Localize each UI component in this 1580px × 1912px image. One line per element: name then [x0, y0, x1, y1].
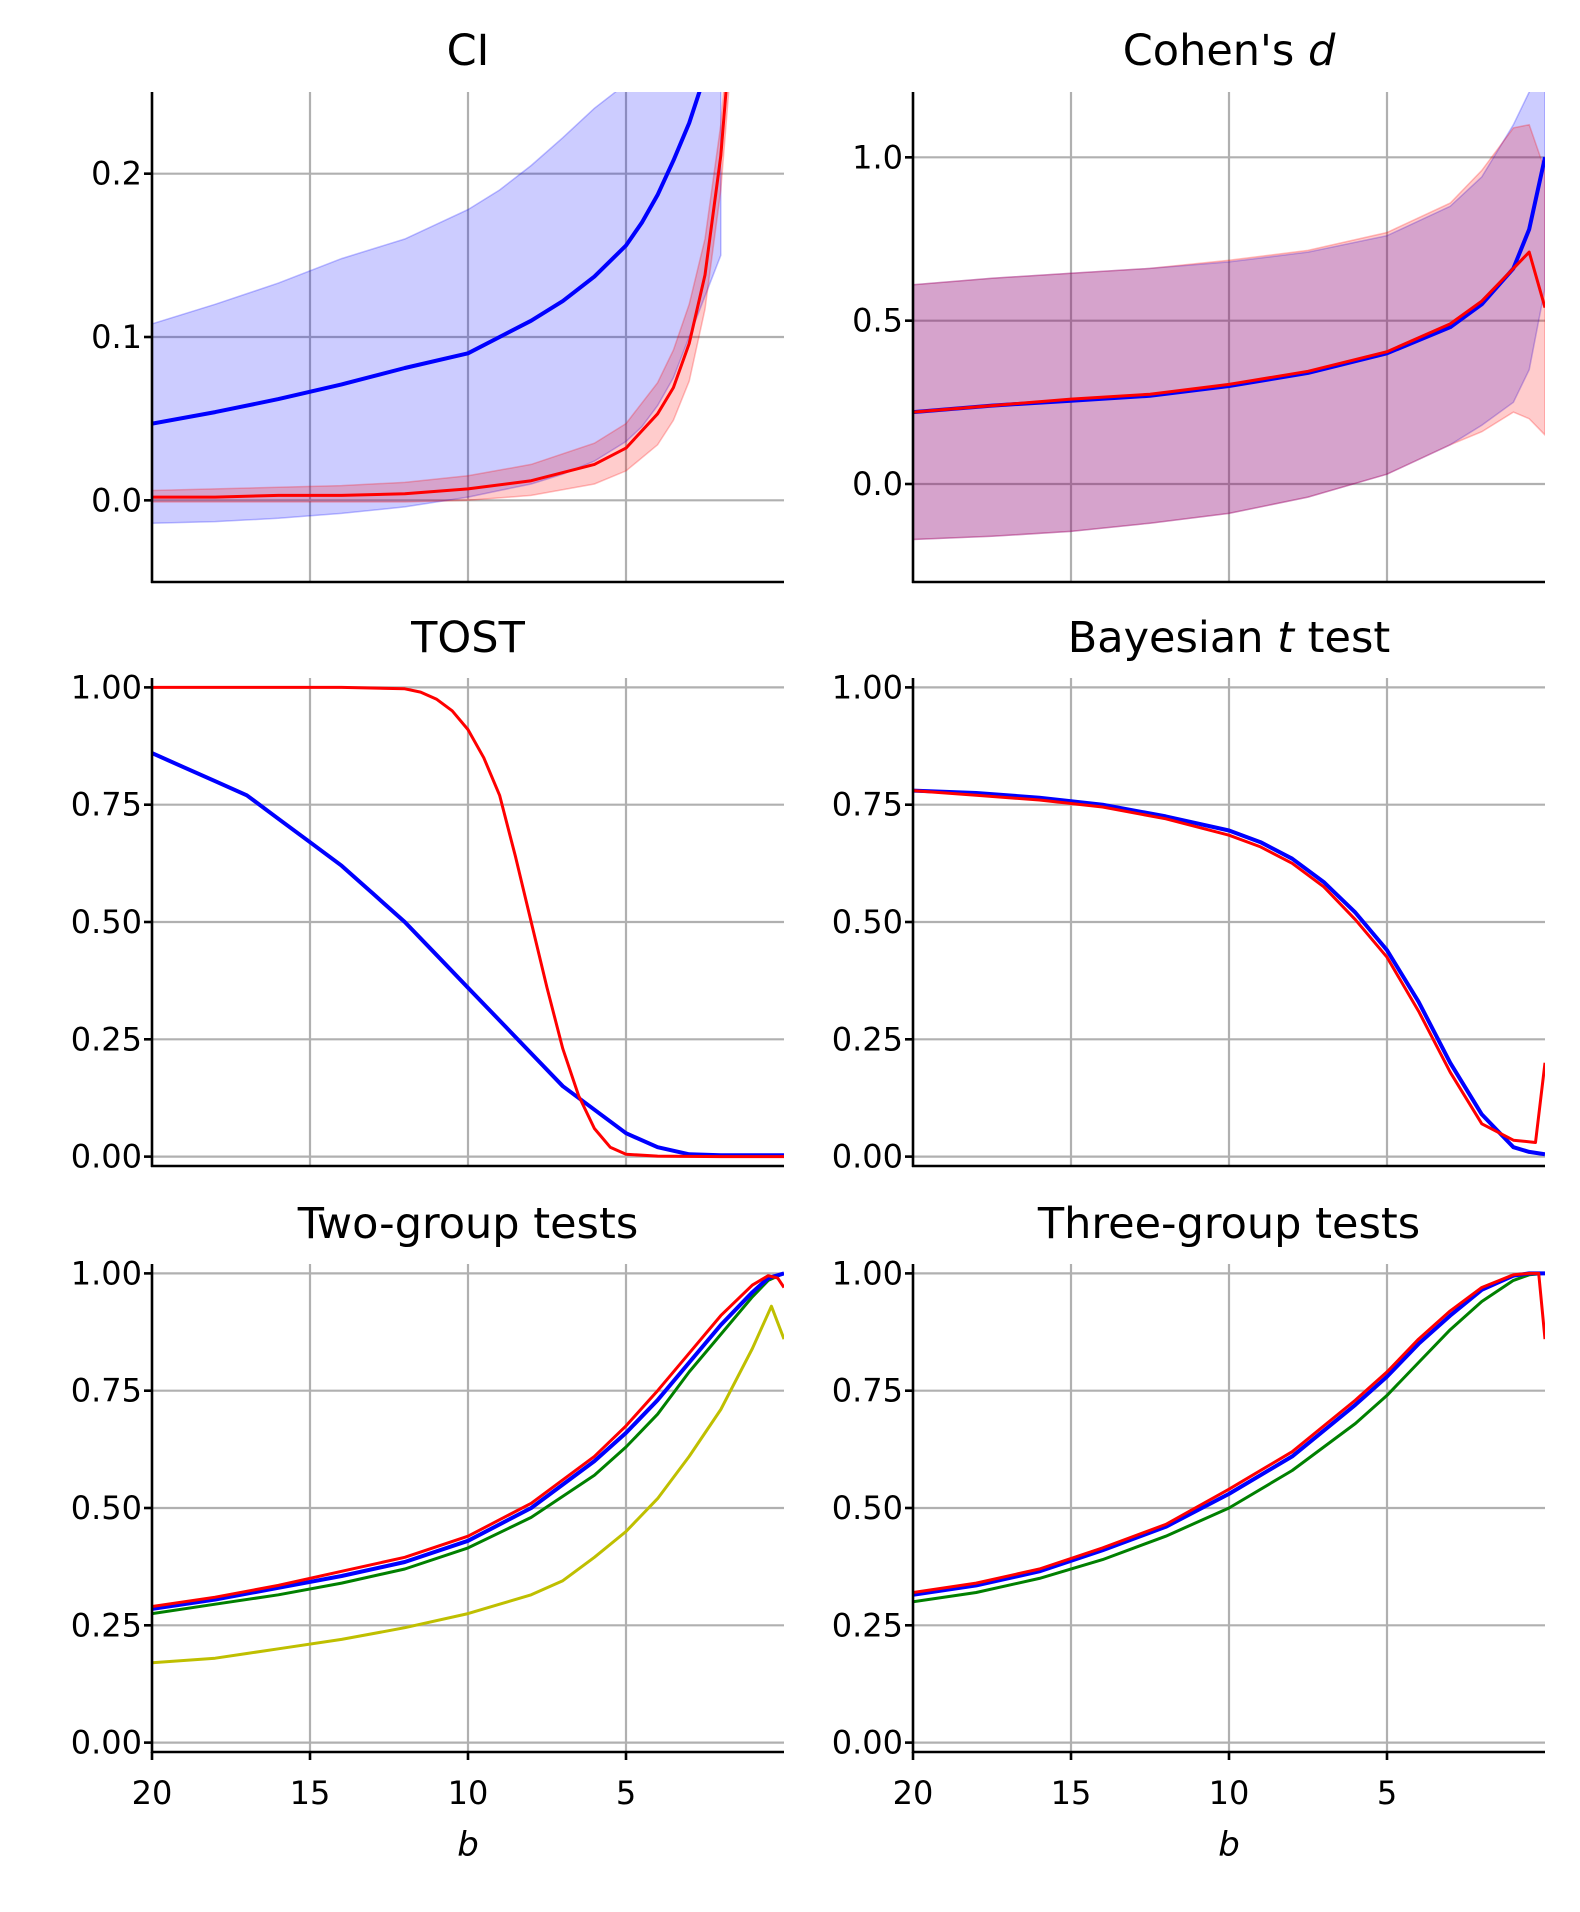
series-line	[913, 788, 1545, 1157]
panel-title: Cohen's d	[1123, 26, 1336, 76]
series-line	[913, 250, 1545, 414]
y-tick-label: 0.5	[852, 302, 903, 340]
y-tick-label: 0.50	[71, 903, 142, 941]
x-axis-label: b	[1218, 1825, 1240, 1865]
confidence-band	[913, 123, 1545, 541]
confidence-band	[152, 92, 730, 503]
panel-title: Two-group tests	[297, 1199, 638, 1249]
x-tick-label: 5	[616, 1774, 636, 1812]
title-text: TOST	[410, 613, 525, 663]
y-tick-label: 0.1	[91, 318, 142, 356]
x-tick-label: 10	[1209, 1774, 1250, 1812]
y-tick-label: 0.00	[71, 1724, 142, 1762]
panel-tost: TOST 0.00 0.25 0.50 0.75 1.00	[71, 613, 784, 1176]
series-line	[913, 1271, 1545, 1594]
y-tick-label: 0.00	[832, 1138, 903, 1176]
series-line	[152, 1304, 784, 1665]
title-text: Two-group tests	[297, 1199, 638, 1249]
y-tick-label: 0.75	[71, 786, 142, 824]
plot-area	[152, 685, 784, 1159]
title-text: Cohen's	[1123, 26, 1308, 76]
title-italic: d	[1308, 26, 1336, 76]
x-tick-label: 5	[1377, 1774, 1397, 1812]
y-tick-label: 0.0	[91, 481, 142, 519]
panel-bayes: Bayesian t test 0.00 0.25 0.50 0.75 1.00	[832, 613, 1545, 1176]
y-tick-label: 0.2	[91, 155, 142, 193]
panel-cohen: Cohen's d 0.0 0.5 1.0	[852, 26, 1545, 584]
panel-title: Bayesian t test	[1068, 613, 1391, 663]
y-tick-label: 0.25	[832, 1606, 903, 1644]
plot-area	[913, 788, 1545, 1157]
x-axis-label: b	[457, 1825, 479, 1865]
x-tick-label: 20	[893, 1774, 934, 1812]
y-tick-label: 0.25	[832, 1020, 903, 1058]
y-tick-label: 0.00	[832, 1724, 903, 1762]
y-tick-label: 1.00	[832, 668, 903, 706]
y-tick-label: 0.50	[832, 903, 903, 941]
x-tick-label: 20	[132, 1774, 173, 1812]
title-text: CI	[447, 26, 490, 76]
title-text: Three-group tests	[1037, 1199, 1420, 1249]
series-line	[152, 751, 784, 1158]
plot-area	[913, 92, 1545, 541]
y-tick-label: 0.00	[71, 1138, 142, 1176]
plot-area	[152, 1271, 784, 1665]
panel-twogroup: Two-group tests 0.00 0.25 0.50 0.75 1.00 20 15 1…	[71, 1199, 784, 1865]
title-italic: t	[1277, 613, 1296, 663]
y-tick-label: 0.25	[71, 1606, 142, 1644]
series-line	[152, 92, 702, 426]
panel-ci: CI 0.0 0.1 0.2	[91, 26, 784, 584]
panel-title: CI	[447, 26, 490, 76]
series-line	[913, 1271, 1545, 1604]
x-tick-label: 10	[448, 1774, 489, 1812]
y-tick-label: 0.50	[71, 1489, 142, 1527]
y-tick-label: 0.75	[832, 1372, 903, 1410]
title-text: Bayesian	[1068, 613, 1277, 663]
y-tick-label: 1.00	[832, 1254, 903, 1292]
y-tick-label: 1.00	[71, 668, 142, 706]
plot-area	[152, 92, 730, 524]
panel-title: Three-group tests	[1037, 1199, 1420, 1249]
title-suffix: test	[1294, 613, 1390, 663]
series-line	[152, 1274, 784, 1608]
series-line	[152, 685, 784, 1159]
y-tick-label: 1.0	[852, 138, 903, 176]
y-tick-label: 0.75	[71, 1372, 142, 1410]
plot-area	[913, 1271, 1545, 1604]
x-tick-label: 15	[290, 1774, 331, 1812]
confidence-band	[913, 92, 1545, 541]
panel-threegroup: Three-group tests 0.00 0.25 0.50 0.75 1.00 20 1…	[832, 1199, 1545, 1865]
y-tick-label: 1.00	[71, 1254, 142, 1292]
series-line	[152, 1271, 784, 1611]
confidence-band	[152, 92, 722, 524]
series-line	[152, 1272, 784, 1616]
y-tick-label: 0.0	[852, 465, 903, 503]
series-line	[913, 789, 1545, 1144]
y-tick-label: 0.25	[71, 1020, 142, 1058]
y-tick-label: 0.50	[832, 1489, 903, 1527]
series-line	[152, 92, 728, 499]
y-tick-label: 0.75	[832, 786, 903, 824]
panel-title: TOST	[410, 613, 525, 663]
x-tick-label: 15	[1051, 1774, 1092, 1812]
